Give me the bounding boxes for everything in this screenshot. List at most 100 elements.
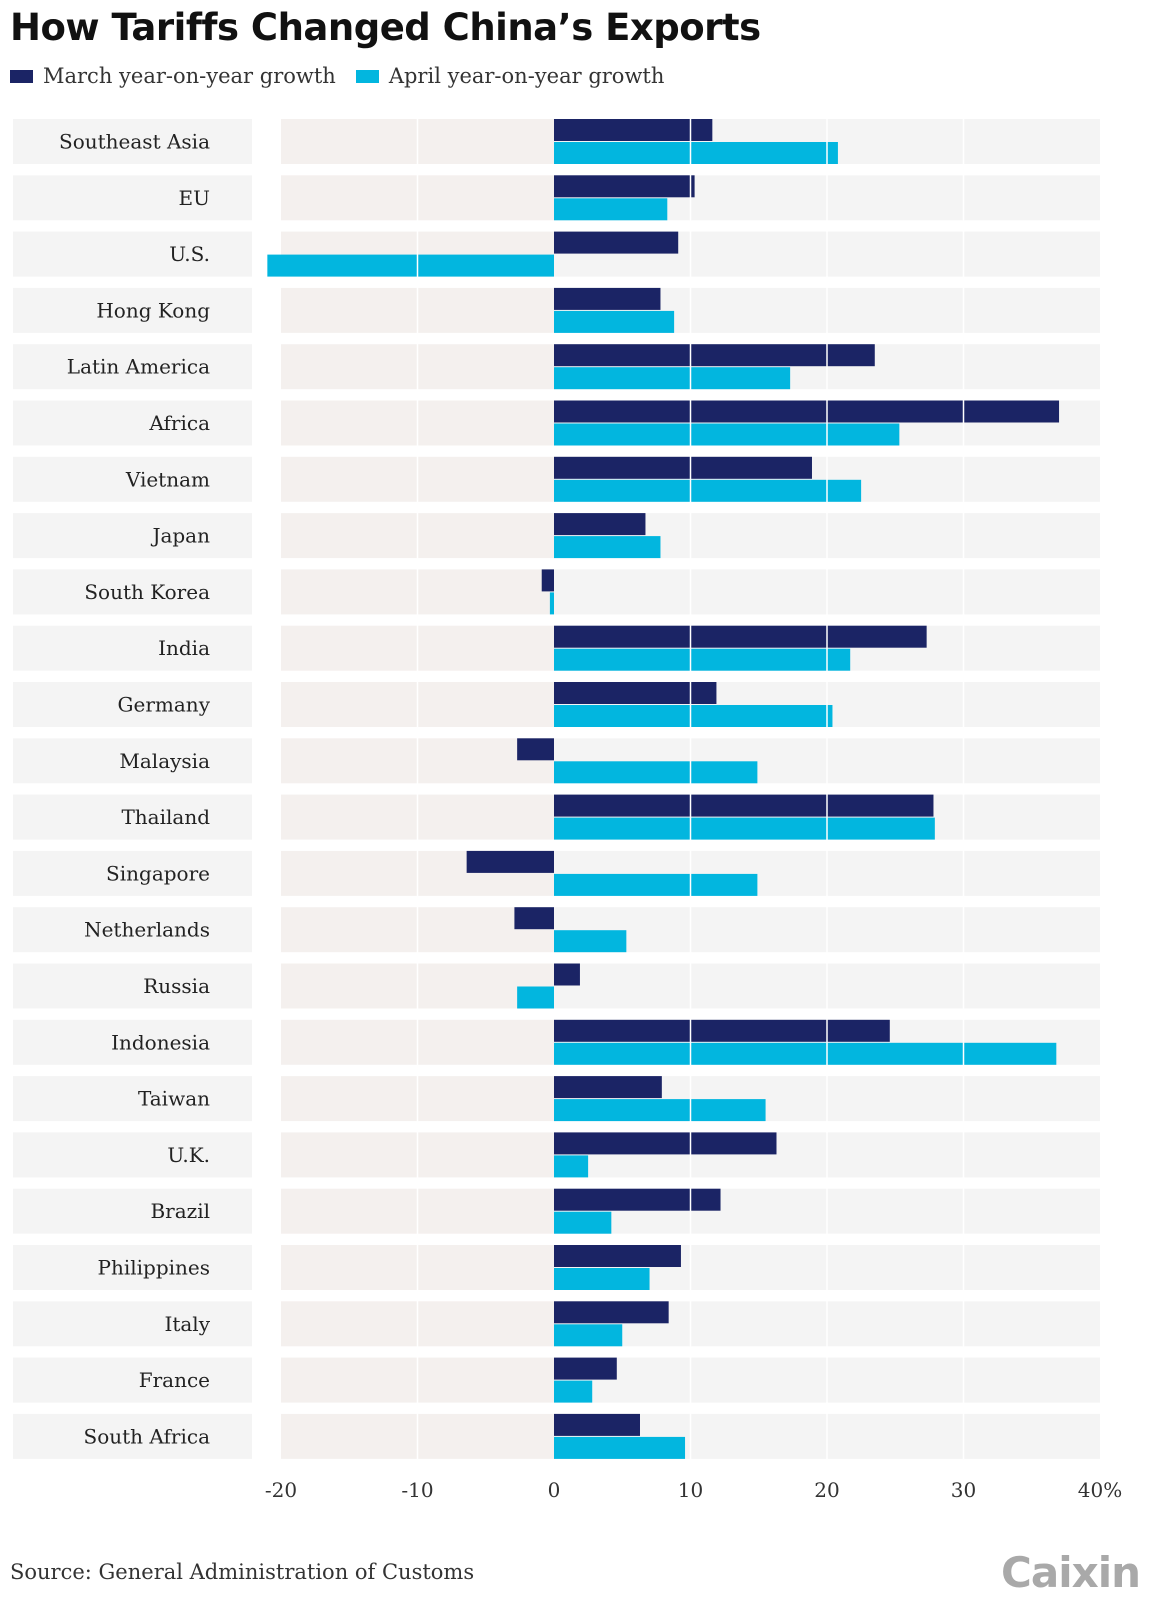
category-label-bg bbox=[13, 1245, 252, 1290]
gridlines bbox=[416, 119, 965, 1471]
category-label: South Korea bbox=[84, 580, 210, 604]
category-label: Hong Kong bbox=[96, 298, 210, 322]
category-label-bg bbox=[13, 625, 252, 671]
category-label-bg bbox=[13, 1301, 252, 1347]
category-label: Italy bbox=[164, 1312, 210, 1336]
category-label: Japan bbox=[150, 524, 210, 548]
category-label: Africa bbox=[148, 411, 210, 435]
category-label-bg bbox=[13, 456, 252, 502]
bar-april bbox=[554, 1380, 593, 1403]
bar-april bbox=[554, 1436, 686, 1459]
bar-march bbox=[554, 119, 713, 141]
legend-label-march: March year-on-year growth bbox=[43, 64, 336, 88]
category-label: U.K. bbox=[167, 1143, 210, 1167]
category-label-bg bbox=[13, 1188, 252, 1234]
category-label: Russia bbox=[143, 974, 210, 998]
category-label-bg bbox=[13, 287, 252, 333]
bar-april bbox=[554, 1099, 766, 1122]
category-label-bg bbox=[13, 1357, 252, 1403]
bar-march bbox=[554, 1301, 669, 1324]
bar-march bbox=[554, 1357, 617, 1380]
category-label: France bbox=[139, 1368, 210, 1392]
category-label-bg bbox=[13, 1076, 252, 1122]
bar-april bbox=[554, 1268, 650, 1290]
bar-march bbox=[554, 231, 679, 254]
x-tick-label: 20 bbox=[814, 1478, 839, 1502]
legend: March year-on-year growth April year-on-… bbox=[10, 64, 684, 88]
bar-april bbox=[554, 310, 675, 333]
category-label-bg bbox=[13, 513, 252, 559]
category-label-bg bbox=[13, 1413, 252, 1459]
x-tick-label: 40% bbox=[1078, 1478, 1122, 1502]
bar-march bbox=[554, 963, 580, 986]
bar-april bbox=[554, 1324, 623, 1347]
category-label: EU bbox=[179, 186, 210, 210]
bar-march bbox=[554, 1413, 640, 1436]
bar-march bbox=[554, 287, 661, 310]
category-label-bg bbox=[13, 231, 252, 277]
bar-march bbox=[541, 569, 554, 592]
bar-april bbox=[554, 761, 758, 784]
caixin-logo: Caixin bbox=[1001, 1548, 1141, 1597]
bar-april bbox=[554, 1155, 589, 1178]
category-label-bg bbox=[13, 344, 252, 390]
bar-march bbox=[554, 794, 934, 817]
bar-march bbox=[554, 1076, 662, 1099]
category-label: Vietnam bbox=[125, 467, 210, 491]
category-label-bg bbox=[13, 850, 252, 896]
category-label-bg bbox=[13, 907, 252, 953]
bar-april bbox=[554, 423, 900, 446]
bar-march bbox=[514, 907, 554, 930]
bar-march bbox=[554, 682, 717, 704]
category-label: Southeast Asia bbox=[59, 130, 210, 154]
legend-swatch-april bbox=[355, 69, 379, 83]
category-label: Latin America bbox=[67, 355, 210, 379]
bar-march bbox=[554, 456, 812, 479]
bar-april bbox=[554, 367, 791, 390]
category-label: Thailand bbox=[121, 805, 210, 829]
bar-april bbox=[549, 592, 554, 615]
bar-april bbox=[554, 479, 862, 502]
category-label-bg bbox=[13, 682, 252, 727]
bar-march bbox=[554, 625, 927, 648]
bar-march bbox=[554, 175, 695, 198]
category-label: Taiwan bbox=[138, 1087, 210, 1111]
bar-march bbox=[554, 513, 646, 536]
bar-march bbox=[554, 400, 1060, 423]
bar-april bbox=[554, 873, 758, 896]
x-tick-label: 10 bbox=[678, 1478, 703, 1502]
bar-april bbox=[554, 930, 627, 953]
bar-chart: Southeast Asia EU U.S. Hong Kong Latin Ameri… bbox=[13, 119, 1122, 1502]
category-label: Netherlands bbox=[84, 918, 210, 942]
category-label-bg bbox=[13, 1019, 252, 1065]
category-label: Philippines bbox=[97, 1256, 210, 1280]
category-label: Malaysia bbox=[119, 749, 210, 773]
bar-april bbox=[554, 142, 838, 164]
legend-label-april: April year-on-year growth bbox=[388, 64, 665, 88]
x-tick-label: -10 bbox=[401, 1478, 433, 1502]
legend-item-march: March year-on-year growth bbox=[10, 64, 336, 88]
bar-march bbox=[554, 1132, 777, 1155]
bar-april bbox=[554, 1042, 1057, 1065]
bar-april bbox=[554, 198, 668, 221]
category-label-bg bbox=[13, 175, 252, 221]
category-label: U.S. bbox=[169, 242, 210, 266]
category-label-bg bbox=[13, 1132, 252, 1178]
bar-march bbox=[554, 344, 875, 367]
legend-item-april: April year-on-year growth bbox=[355, 64, 665, 88]
chart-title: How Tariffs Changed China’s Exports bbox=[10, 6, 761, 49]
bar-april bbox=[517, 986, 554, 1009]
bar-march bbox=[517, 738, 554, 761]
source-note: Source: General Administration of Custom… bbox=[10, 1560, 475, 1584]
category-label-bg bbox=[13, 738, 252, 784]
category-label: India bbox=[158, 636, 210, 660]
bar-march bbox=[554, 1245, 681, 1267]
bar-april bbox=[554, 648, 851, 671]
category-label-bg bbox=[13, 119, 252, 164]
category-labels: Southeast Asia EU U.S. Hong Kong Latin Ameri… bbox=[59, 130, 211, 1449]
bar-march bbox=[554, 1188, 721, 1211]
category-label-bg bbox=[13, 963, 252, 1009]
legend-swatch-march bbox=[10, 69, 33, 83]
category-label: Brazil bbox=[150, 1199, 210, 1223]
category-label: Germany bbox=[118, 693, 211, 717]
